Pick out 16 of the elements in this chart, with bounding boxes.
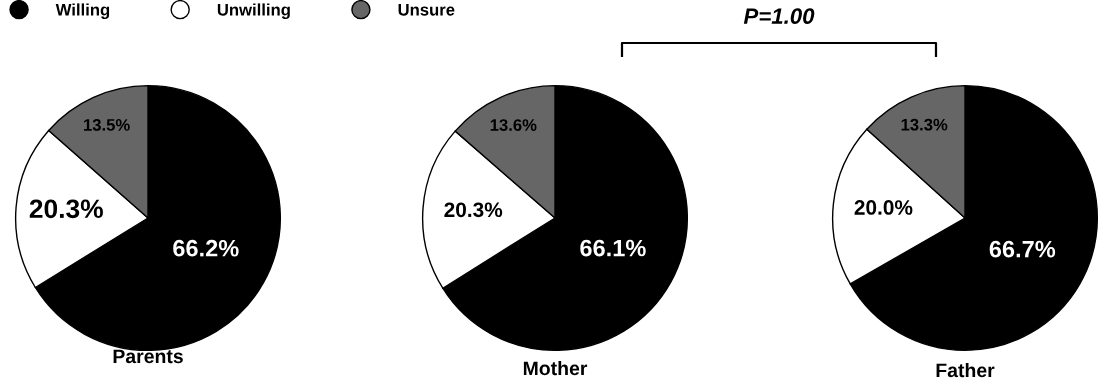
legend-label: Unsure: [398, 4, 455, 16]
data-label: 20.3%: [444, 202, 503, 218]
data-label: 20.0%: [854, 200, 913, 215]
data-label: 13.3%: [901, 118, 948, 131]
text: Mother: [523, 360, 588, 376]
legend-label: Willing: [55, 3, 110, 19]
legend-label: Unwilling: [217, 3, 290, 19]
data-label: 13.5%: [84, 119, 130, 131]
data-label: 66.2%: [173, 239, 239, 257]
text: Parents: [113, 349, 183, 364]
text: P=1.00: [743, 8, 815, 24]
data-label: 13.6%: [490, 119, 537, 131]
text: Father: [936, 362, 995, 378]
data-label: 66.1%: [580, 239, 646, 257]
data-label: 66.7%: [989, 240, 1056, 258]
data-label: 20.3%: [29, 199, 103, 219]
